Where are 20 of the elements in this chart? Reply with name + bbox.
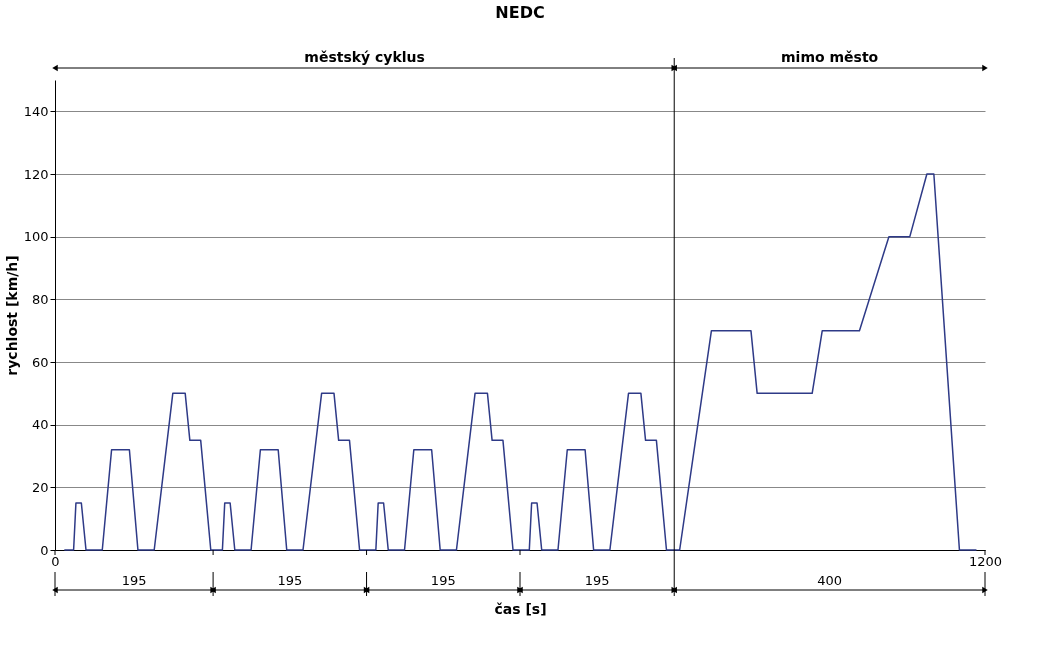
y-axis-title: rychlost [km/h]	[3, 255, 20, 376]
y-tick-label: 140	[23, 103, 49, 119]
text: 195	[277, 573, 303, 588]
y-tick-label: 0	[40, 542, 49, 558]
text: 195	[430, 573, 456, 588]
chart-title: NEDC	[495, 3, 545, 22]
y-tick-label: 60	[31, 354, 49, 370]
text: 400	[817, 573, 843, 588]
x-tick-label: 1200	[968, 553, 1003, 569]
y-tick-label: 20	[31, 479, 49, 495]
text: 195	[584, 573, 610, 588]
y-tick-label: 40	[31, 417, 49, 433]
y-tick-label: 80	[31, 291, 49, 307]
text: mimo město	[781, 49, 879, 65]
y-tick-label: 100	[23, 229, 49, 245]
text: městský cyklus	[304, 49, 425, 65]
y-tick-label: 120	[23, 166, 49, 182]
x-axis-title: čas [s]	[494, 600, 547, 617]
line-series	[63, 173, 978, 551]
text: 195	[121, 573, 147, 588]
